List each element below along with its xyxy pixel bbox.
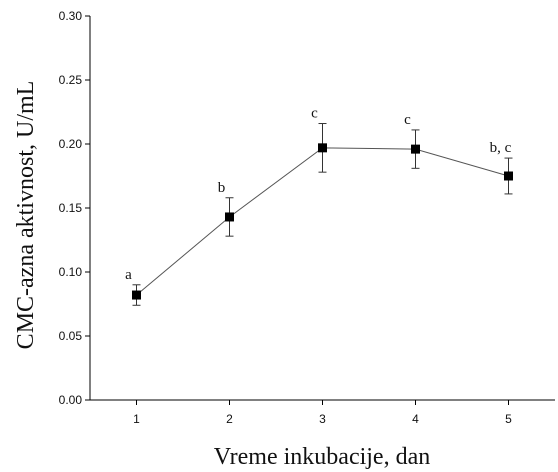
y-tick-label: 0.05 <box>59 329 83 343</box>
x-tick-label: 3 <box>319 412 326 426</box>
significance-label: b, c <box>490 140 512 156</box>
data-point <box>225 212 234 222</box>
x-axis-label: Vreme inkubacije, dan <box>214 444 430 470</box>
axes <box>89 16 555 401</box>
significance-label: c <box>404 112 411 128</box>
y-tick-label: 0.15 <box>59 201 83 215</box>
data-point <box>318 143 327 153</box>
data-point <box>504 171 513 181</box>
x-tick-label: 1 <box>133 412 140 426</box>
y-axis-label: CMC-azna aktivnost, U/mL <box>13 81 39 350</box>
data-point <box>132 290 141 300</box>
significance-label: a <box>125 267 132 283</box>
x-ticks: 1 2 3 4 5 <box>133 400 512 426</box>
series: a b c c b, c <box>125 106 513 306</box>
x-tick-label: 4 <box>412 412 419 426</box>
y-tick-label: 0.00 <box>59 393 83 407</box>
data-point <box>411 144 420 154</box>
y-tick-label: 0.10 <box>59 265 83 279</box>
x-tick-label: 5 <box>505 412 512 426</box>
significance-label: c <box>311 106 318 122</box>
y-ticks: 0.00 0.05 0.10 0.15 0.20 0.25 0.30 <box>59 9 90 407</box>
y-tick-label: 0.25 <box>59 73 83 87</box>
y-tick-label: 0.20 <box>59 137 83 151</box>
y-tick-label: 0.30 <box>59 9 83 23</box>
significance-label: b <box>218 180 226 196</box>
x-tick-label: 2 <box>226 412 233 426</box>
